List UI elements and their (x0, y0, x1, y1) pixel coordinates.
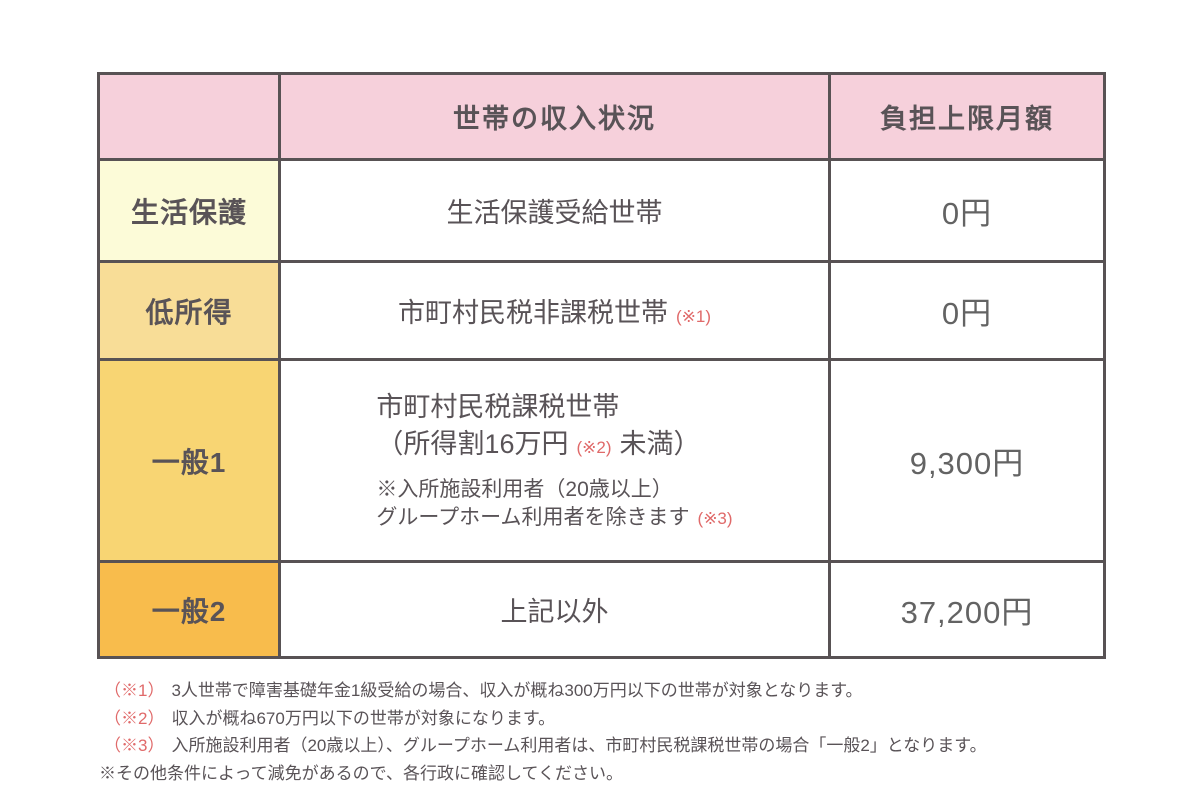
category-label-seikatsu-hogo: 生活保護 (97, 158, 281, 263)
footnote-3: （※3） 入所施設利用者（20歳以上）、グループホーム利用者は、市町村民税課税世帯… (99, 732, 1149, 760)
income-cell-teishotoku: 市町村民税非課税世帯 (※1) (278, 260, 831, 361)
income-cell-ippan1: 市町村民税課税世帯 （所得割16万円 (※2) 未満） ※入所施設利用者（20歳以上… (278, 358, 831, 563)
footnote-general-marker: ※ (99, 763, 116, 783)
footnote-general-text: その他条件によって減免があるので、各行政に確認してください。 (116, 763, 623, 783)
footnote-1-marker: （※1） (104, 681, 165, 700)
income-cell-seikatsu-hogo: 生活保護受給世帯 (278, 158, 831, 263)
footnote-general: ※その他条件によって減免があるので、各行政に確認してください。 (99, 760, 1149, 788)
table-row-seikatsu-hogo: 生活保護 生活保護受給世帯 0円 (97, 158, 1106, 263)
amount-cell-ippan1: 9,300円 (828, 358, 1106, 563)
amount-cell-teishotoku: 0円 (828, 260, 1106, 361)
footnote-1-text: 3人世帯で障害基礎年金1級受給の場合、収入が概ね300万円以下の世帯が対象となり… (171, 681, 863, 700)
footnote-ref-2: (※2) (576, 437, 612, 457)
category-label-teishotoku: 低所得 (97, 260, 281, 361)
category-label-ippan1: 一般1 (97, 358, 281, 563)
header-cell-category (97, 72, 281, 161)
footnote-3-text: 入所施設利用者（20歳以上）、グループホーム利用者は、市町村民税課税世帯の場合「… (171, 736, 987, 755)
header-cell-income: 世帯の収入状況 (278, 72, 831, 161)
income-cell-ippan2: 上記以外 (278, 560, 831, 659)
income-text: 上記以外 (500, 597, 609, 627)
income-line2-pre: （所得割16万円 (376, 428, 569, 459)
table-row-ippan2: 一般2 上記以外 37,200円 (97, 560, 1106, 659)
footnote-ref-1: (※1) (675, 307, 712, 326)
income-line-1: 市町村民税課税世帯 (376, 391, 620, 422)
table-row-teishotoku: 低所得 市町村民税非課税世帯 (※1) 0円 (97, 260, 1106, 361)
footnote-ref-3: (※3) (697, 508, 733, 528)
amount-cell-seikatsu-hogo: 0円 (828, 158, 1106, 263)
income-detail-block: 市町村民税課税世帯 （所得割16万円 (※2) 未満） ※入所施設利用者（20歳以上… (376, 389, 732, 533)
table-row-ippan1: 一般1 市町村民税課税世帯 （所得割16万円 (※2) 未満） ※入所施設利用者（2… (97, 358, 1106, 563)
income-line2-post: 未満） (619, 428, 701, 459)
header-cell-amount: 負担上限月額 (828, 72, 1106, 161)
income-note-1: ※入所施設利用者（20歳以上） (376, 477, 673, 501)
income-note2-text: グループホーム利用者を除きます (376, 505, 690, 529)
footnote-2-marker: （※2） (104, 708, 165, 728)
header-row: 世帯の収入状況 負担上限月額 (97, 72, 1106, 161)
footnote-1: （※1） 3人世帯で障害基礎年金1級受給の場合、収入が概ね300万円以下の世帯が対… (99, 677, 1149, 705)
footnote-2: （※2） 収入が概ね670万円以下の世帯が対象になります。 (99, 705, 1149, 733)
fee-cap-table: 世帯の収入状況 負担上限月額 生活保護 生活保護受給世帯 0円 低所得 市町村民… (97, 72, 1106, 659)
income-note-2: グループホーム利用者を除きます (※3) (376, 504, 732, 533)
income-text: 生活保護受給世帯 (446, 198, 663, 228)
footnotes: （※1） 3人世帯で障害基礎年金1級受給の場合、収入が概ね300万円以下の世帯が対… (99, 677, 1149, 787)
footnote-2-text: 収入が概ね670万円以下の世帯が対象になります。 (171, 708, 556, 728)
income-text: 市町村民税非課税世帯 (397, 298, 668, 328)
footnote-3-marker: （※3） (104, 736, 165, 755)
category-label-ippan2: 一般2 (97, 560, 281, 659)
income-line-2: （所得割16万円 (※2) 未満） (376, 426, 732, 466)
amount-cell-ippan2: 37,200円 (828, 560, 1106, 659)
